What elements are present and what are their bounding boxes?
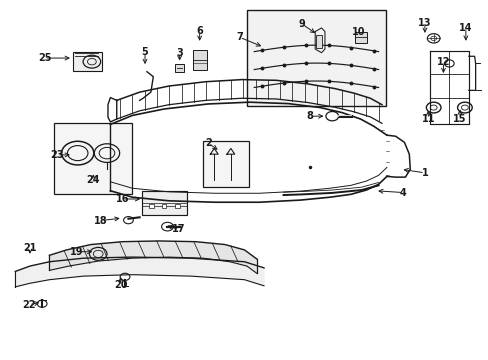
Text: 7: 7: [236, 32, 243, 42]
Text: 4: 4: [399, 188, 406, 198]
Bar: [316, 36, 322, 48]
Text: 9: 9: [298, 19, 305, 29]
Text: 20: 20: [114, 280, 127, 290]
Text: 10: 10: [352, 27, 365, 37]
Text: 23: 23: [50, 150, 64, 160]
Bar: [142, 191, 186, 215]
Bar: [175, 204, 180, 208]
Bar: [193, 50, 206, 69]
Bar: [203, 140, 249, 187]
Text: 1: 1: [421, 168, 427, 178]
Text: 13: 13: [417, 18, 431, 28]
Text: 22: 22: [22, 300, 36, 310]
Polygon shape: [49, 241, 256, 273]
Bar: [354, 32, 366, 43]
Bar: [54, 123, 132, 194]
Text: 6: 6: [196, 26, 203, 36]
Text: 14: 14: [458, 23, 472, 33]
Text: 3: 3: [176, 48, 183, 58]
Text: 5: 5: [142, 47, 148, 57]
Text: 12: 12: [436, 57, 449, 67]
Text: 8: 8: [305, 111, 312, 121]
Bar: [246, 10, 385, 107]
Text: 16: 16: [116, 194, 129, 204]
Text: 19: 19: [70, 247, 83, 257]
Polygon shape: [15, 257, 264, 287]
Text: 15: 15: [452, 114, 466, 124]
Text: 2: 2: [204, 139, 211, 148]
Text: 24: 24: [86, 175, 100, 185]
Bar: [175, 64, 183, 72]
Bar: [73, 52, 102, 71]
Text: 21: 21: [23, 243, 37, 253]
Text: 18: 18: [94, 216, 108, 225]
Text: 17: 17: [172, 225, 185, 234]
Text: 25: 25: [38, 53, 51, 63]
Text: 11: 11: [421, 114, 434, 124]
Bar: [149, 204, 154, 208]
Bar: [161, 204, 166, 208]
